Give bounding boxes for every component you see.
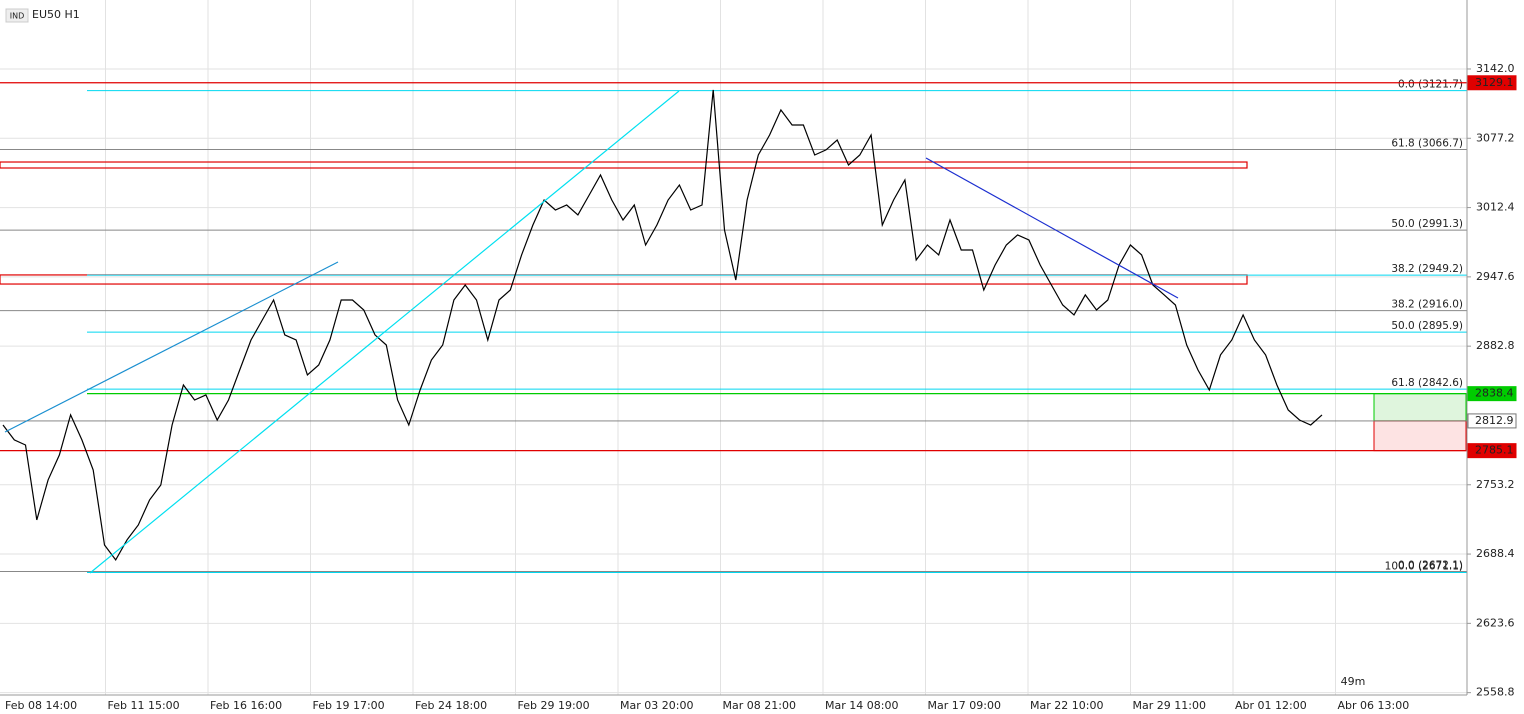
fib-label: 0.0 (2672.1) (1398, 559, 1463, 571)
price-label-box (1467, 75, 1517, 91)
price-label-box (1467, 386, 1517, 402)
y-tick-label: 3077.2 (1476, 131, 1515, 144)
y-tick-label: 2558.8 (1476, 686, 1515, 699)
fib-label: 50.0 (2895.9) (1391, 320, 1463, 332)
price-label: 2812.9 (1475, 414, 1514, 427)
x-tick-label: Feb 19 17:00 (313, 699, 385, 712)
price-label-box (1467, 443, 1517, 459)
y-tick-label: 2688.4 (1476, 547, 1515, 560)
trend-line (89, 90, 680, 574)
price-label: 3129.1 (1475, 76, 1514, 89)
x-tick-label: Feb 29 19:00 (518, 699, 590, 712)
trend-line (925, 157, 1179, 299)
fib-label: 100.0 (2671.1) (1385, 561, 1463, 573)
x-tick-label: Mar 08 21:00 (723, 699, 796, 712)
y-tick-label: 2623.6 (1476, 616, 1515, 629)
chart-title: EU50 H1 (32, 8, 80, 21)
y-tick-label: 2882.8 (1476, 339, 1515, 352)
y-tick-label: 2947.6 (1476, 270, 1515, 283)
x-tick-label: Mar 14 08:00 (825, 699, 898, 712)
stop-box (1373, 420, 1467, 452)
y-tick-label: 2753.2 (1476, 478, 1515, 491)
fib-label: 61.8 (3066.7) (1391, 138, 1463, 150)
x-tick-label: Feb 16 16:00 (210, 699, 282, 712)
x-tick-label: Feb 08 14:00 (5, 699, 77, 712)
price-line-series (2, 89, 1323, 561)
fib-label: 61.8 (2842.6) (1391, 377, 1463, 389)
x-tick-label: Abr 06 13:00 (1338, 699, 1410, 712)
price-label: 2838.4 (1475, 387, 1514, 400)
x-tick-label: Mar 17 09:00 (928, 699, 1001, 712)
trend-line (4, 261, 339, 433)
plot: 0.0 (3121.7) 61.8 (3066.7) 50.0 (2991.3) 38… (0, 79, 1467, 574)
x-tick-label: Mar 22 10:00 (1030, 699, 1103, 712)
fib-label: 38.2 (2949.2) (1391, 263, 1463, 275)
x-tick-label: Mar 29 11:00 (1133, 699, 1206, 712)
grid (0, 0, 1467, 695)
y-tick-label: 3012.4 (1476, 201, 1515, 214)
x-tick-label: Feb 11 15:00 (108, 699, 180, 712)
badge: IND (10, 12, 25, 21)
fib-label: 0.0 (3121.7) (1398, 79, 1463, 91)
x-tick-label: Abr 01 12:00 (1235, 699, 1307, 712)
fib-label: 50.0 (2991.3) (1391, 218, 1463, 230)
zone (0, 161, 1248, 169)
x-tick-label: Feb 24 18:00 (415, 699, 487, 712)
timer: 49m (1341, 675, 1366, 688)
fib-label: 38.2 (2916.0) (1391, 299, 1463, 311)
x-tick-label: Mar 03 20:00 (620, 699, 693, 712)
price-label-box (1467, 413, 1517, 429)
target-box (1373, 393, 1467, 422)
y-tick-label: 3142.0 (1476, 62, 1515, 75)
price-label: 2785.1 (1475, 444, 1514, 457)
badge-box (5, 8, 29, 23)
